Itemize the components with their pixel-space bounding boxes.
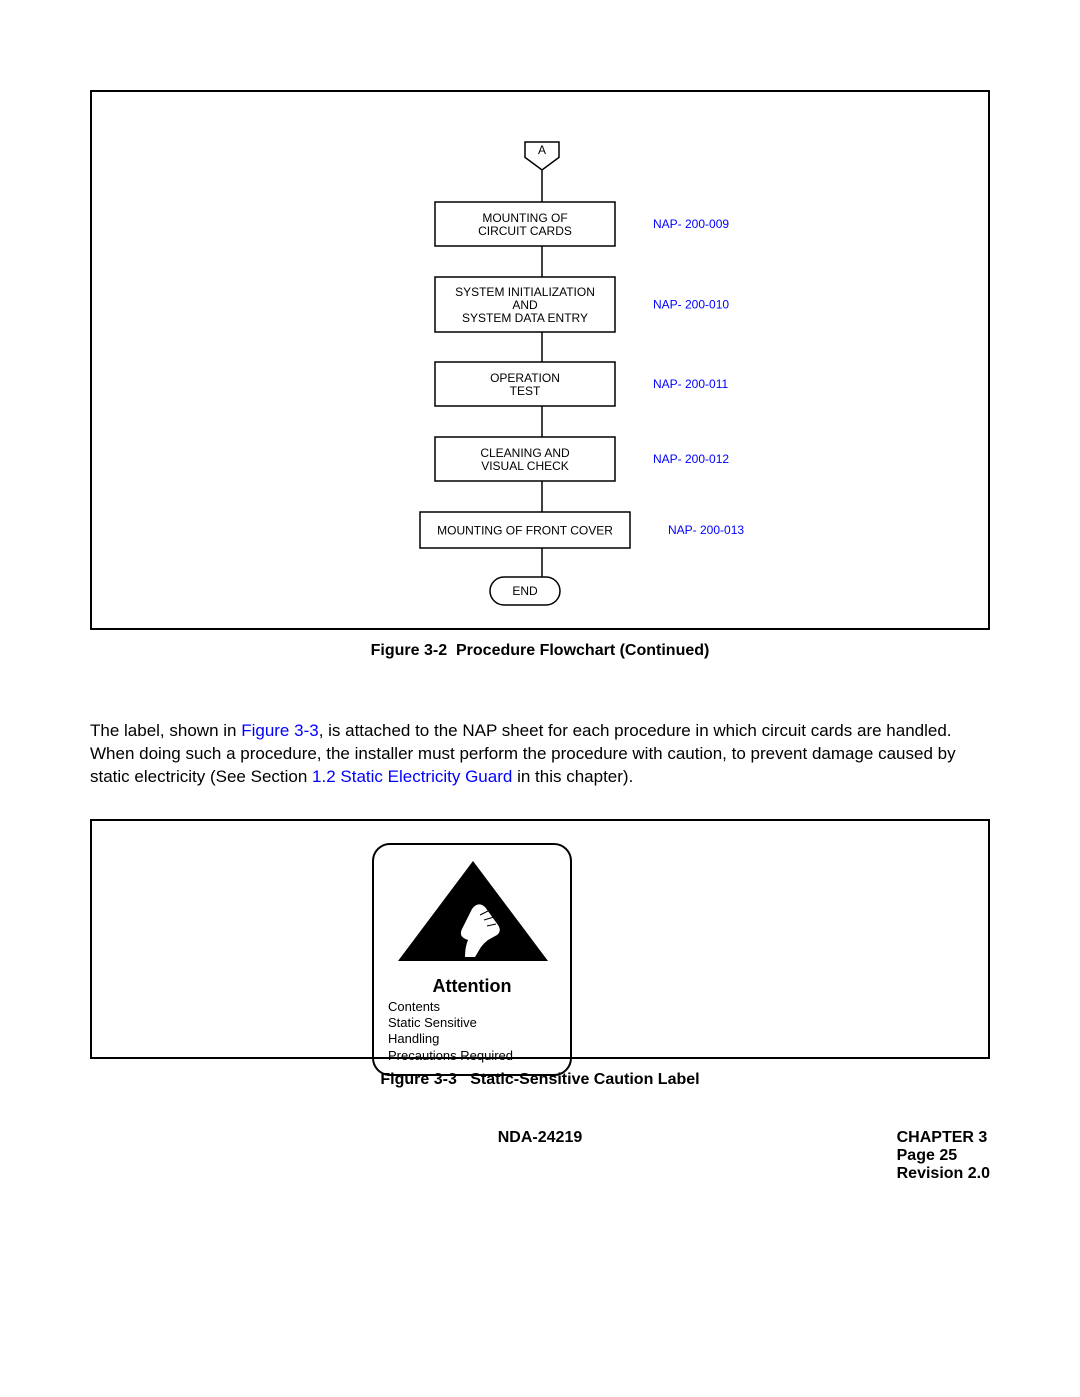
footer-page: Page 25 — [897, 1147, 990, 1165]
body-paragraph: The label, shown in Figure 3-3, is attac… — [90, 720, 990, 789]
page: A MOUNTING OFCIRCUIT CARDS NAP- 200-009 SYS… — [0, 0, 1080, 1223]
svg-text:CLEANING AND: CLEANING AND — [480, 446, 570, 460]
svg-text:CIRCUIT CARDS: CIRCUIT CARDS — [478, 224, 572, 238]
caption1-pre: Figure 3-2 — [371, 642, 447, 659]
attn-line: Static Sensitive — [388, 1015, 556, 1031]
svg-text:A: A — [538, 143, 546, 157]
svg-text:VISUAL CHECK: VISUAL CHECK — [481, 459, 569, 473]
svg-text:SYSTEM DATA ENTRY: SYSTEM DATA ENTRY — [462, 311, 588, 325]
svg-text:END: END — [512, 584, 538, 598]
attn-line: Precautions Required — [388, 1048, 556, 1064]
footer-chapter: CHAPTER 3 — [897, 1129, 990, 1147]
esd-icon — [388, 857, 558, 967]
attention-lines: Contents Static Sensitive Handling Preca… — [388, 999, 556, 1064]
attn-line: Contents — [388, 999, 556, 1015]
section-ref-link[interactable]: 1.2 Static Electricity Guard — [312, 767, 512, 786]
svg-text:SYSTEM INITIALIZATION: SYSTEM INITIALIZATION — [455, 285, 595, 299]
nap-ref-link[interactable]: NAP- 200-013 — [668, 523, 744, 537]
nap-ref-link[interactable]: NAP- 200-009 — [653, 217, 729, 231]
attention-card: Attention Contents Static Sensitive Hand… — [372, 843, 572, 1076]
attention-heading: Attention — [388, 976, 556, 997]
footer-doc-no: NDA-24219 — [390, 1129, 690, 1183]
footer-revision: Revision 2.0 — [897, 1165, 990, 1183]
nap-ref-link[interactable]: NAP- 200-010 — [653, 298, 729, 312]
para-seg3: in this chapter). — [512, 767, 633, 786]
figure-caption-1: Figure 3-2 Procedure Flowchart (Continue… — [90, 642, 990, 660]
attention-frame: Attention Contents Static Sensitive Hand… — [90, 819, 990, 1059]
nap-ref-link[interactable]: NAP- 200-011 — [653, 377, 728, 391]
figure-ref-link[interactable]: Figure 3-3 — [241, 721, 318, 740]
attn-line: Handling — [388, 1031, 556, 1047]
svg-text:MOUNTING OF: MOUNTING OF — [482, 211, 567, 225]
svg-text:TEST: TEST — [510, 384, 541, 398]
svg-text:AND: AND — [512, 298, 538, 312]
nap-ref-link[interactable]: NAP- 200-012 — [653, 452, 729, 466]
flowchart-frame: A MOUNTING OFCIRCUIT CARDS NAP- 200-009 SYS… — [90, 90, 990, 630]
page-footer: NDA-24219 CHAPTER 3 Page 25 Revision 2.0 — [90, 1129, 990, 1183]
para-seg1: The label, shown in — [90, 721, 241, 740]
svg-text:OPERATION: OPERATION — [490, 371, 560, 385]
svg-text:MOUNTING OF FRONT COVER: MOUNTING OF FRONT COVER — [437, 524, 613, 538]
caption1-post: Procedure Flowchart (Continued) — [456, 642, 709, 659]
flowchart-svg: A MOUNTING OFCIRCUIT CARDS NAP- 200-009 SYS… — [155, 92, 925, 632]
